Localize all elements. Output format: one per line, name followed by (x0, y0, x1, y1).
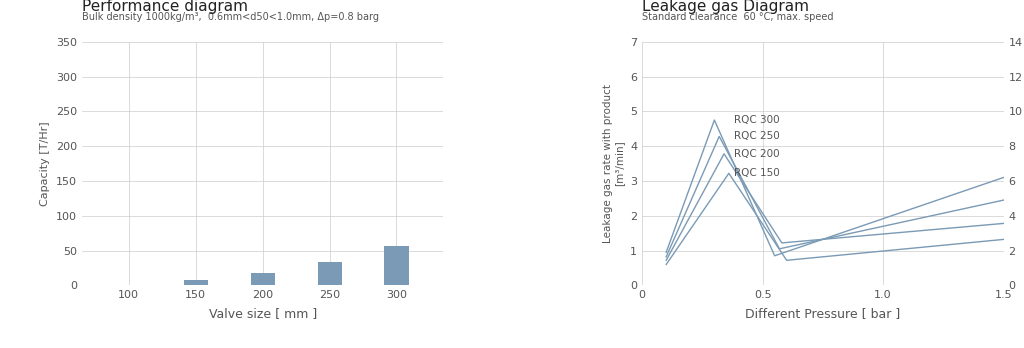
Bar (251, 273, 274, 285)
Bar (384, 246, 409, 285)
Bar (183, 280, 208, 285)
Y-axis label: Capacity [T/Hr]: Capacity [T/Hr] (40, 121, 50, 206)
Y-axis label: Leakage gas rate with product
[m³/min]: Leakage gas rate with product [m³/min] (603, 84, 625, 243)
Text: RQC 200: RQC 200 (733, 149, 779, 159)
Bar (317, 262, 342, 285)
Text: Standard clearance  60 °C, max. speed: Standard clearance 60 °C, max. speed (642, 12, 834, 22)
Text: Performance diagram: Performance diagram (82, 0, 248, 14)
Text: RQC 250: RQC 250 (733, 132, 779, 141)
Text: RQC 300: RQC 300 (733, 115, 779, 125)
Text: Bulk density 1000kg/m³,  0.6mm<d50<1.0mm, Δp=0.8 barg: Bulk density 1000kg/m³, 0.6mm<d50<1.0mm,… (82, 12, 379, 22)
Text: RQC 150: RQC 150 (733, 168, 779, 178)
X-axis label: Different Pressure [ bar ]: Different Pressure [ bar ] (745, 307, 900, 320)
Text: Leakage gas Diagram: Leakage gas Diagram (642, 0, 809, 14)
X-axis label: Valve size [ mm ]: Valve size [ mm ] (209, 307, 316, 320)
